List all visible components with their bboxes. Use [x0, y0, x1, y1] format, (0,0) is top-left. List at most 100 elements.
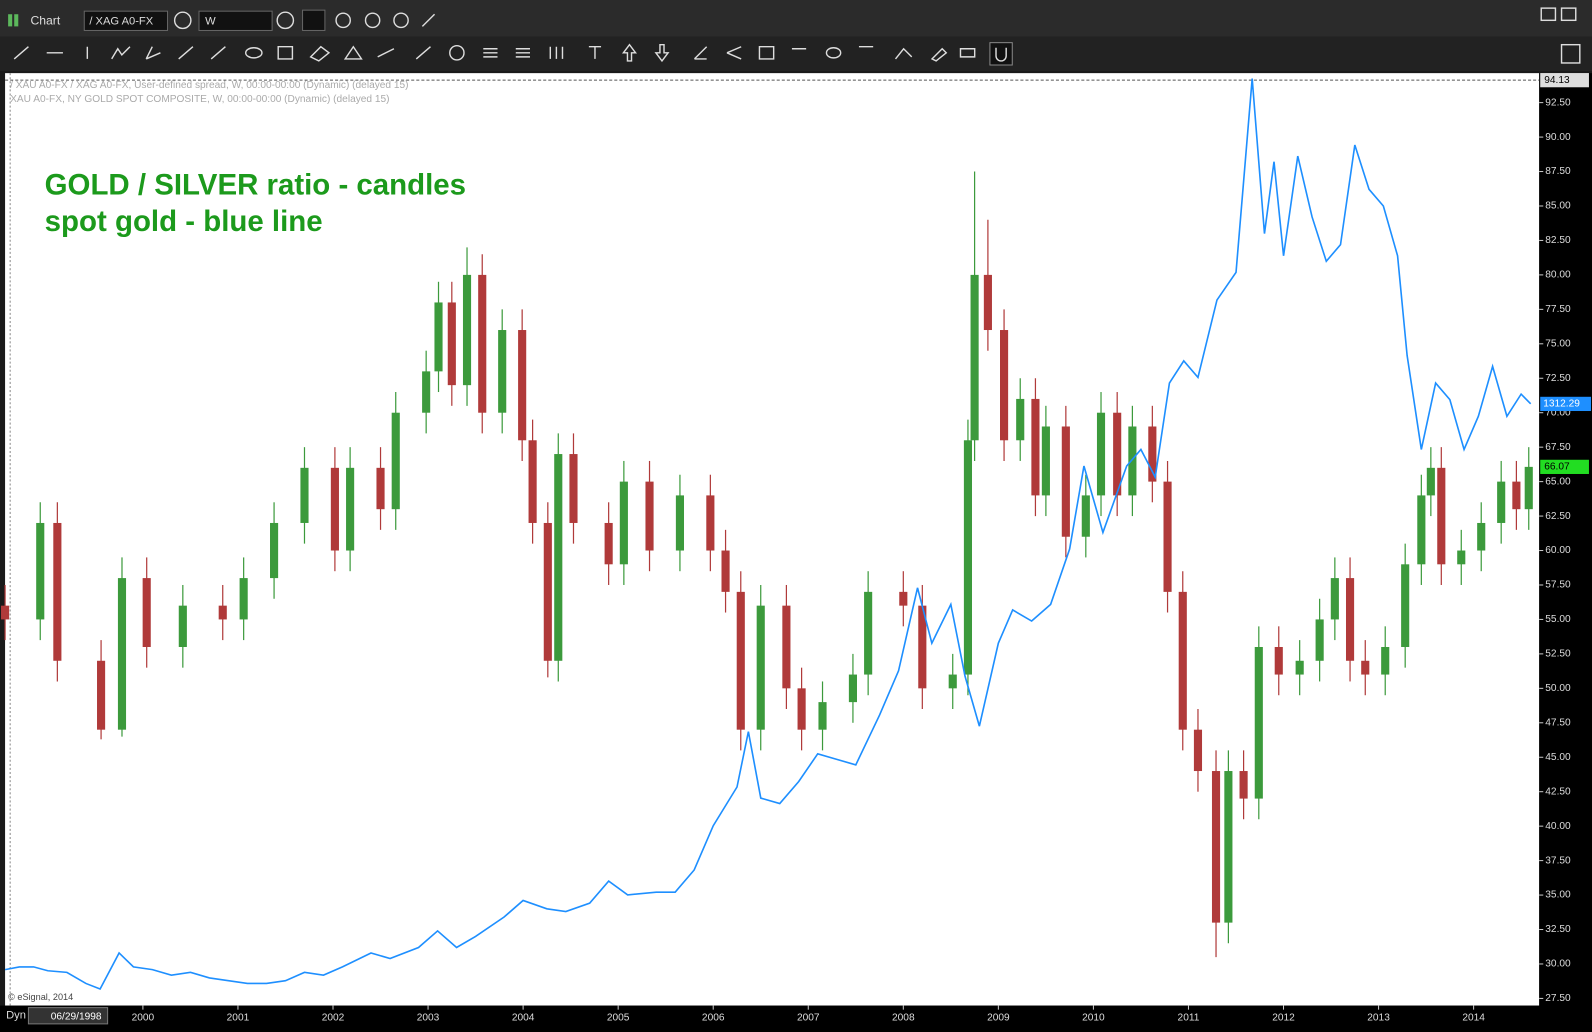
candle-body	[1239, 771, 1248, 799]
restore-button[interactable]	[1540, 7, 1557, 22]
candle-body	[478, 274, 487, 413]
x-tick-label: 2001	[227, 1012, 250, 1023]
x-tick-label: 2002	[322, 1012, 345, 1023]
candle-body	[1178, 591, 1187, 730]
candle-body	[554, 454, 563, 661]
x-tick-label: 2010	[1082, 1012, 1105, 1023]
candle-body	[899, 591, 908, 606]
play-icon[interactable]	[364, 12, 381, 29]
candle-body	[736, 591, 745, 730]
candle-body	[1128, 426, 1137, 496]
y-tick-label: 77.50	[1545, 304, 1571, 315]
candle-body	[1274, 646, 1283, 675]
last-price-label: 1312.29	[1543, 399, 1580, 410]
last-price-label: 66.07	[1544, 462, 1570, 473]
candle-body	[797, 688, 806, 730]
candle-body	[462, 274, 472, 386]
y-tick-label: 57.50	[1545, 580, 1571, 591]
x-tick-label: 2004	[512, 1012, 535, 1023]
refresh-icon[interactable]	[335, 12, 351, 29]
candle-body	[391, 412, 400, 510]
candle-body	[1254, 646, 1263, 799]
close-button[interactable]	[1560, 7, 1577, 22]
candle-body	[1061, 426, 1070, 537]
candle-body	[330, 467, 339, 551]
candle-body	[346, 467, 355, 551]
annotation: spot gold - blue line	[45, 205, 323, 238]
y-tick-label: 85.00	[1545, 201, 1571, 212]
last-price-badge	[1540, 459, 1589, 474]
candle-body	[142, 578, 151, 647]
y-tick-label: 92.50	[1545, 97, 1571, 108]
a-icon[interactable]	[393, 12, 409, 29]
candle-body	[1113, 412, 1122, 496]
candle-body	[270, 522, 279, 579]
candle-body	[1381, 646, 1390, 675]
start-date-box[interactable]	[27, 1007, 109, 1025]
candle-body	[1041, 426, 1050, 496]
candle-body	[376, 467, 385, 510]
candle-body	[1437, 467, 1446, 565]
candle-body	[619, 481, 628, 565]
footer-mode[interactable]: Dyn	[6, 1010, 26, 1022]
candle-body	[756, 605, 765, 730]
toolbar-icons	[13, 42, 1581, 66]
settings-icon[interactable]	[173, 11, 192, 30]
y-tick-label: 32.50	[1545, 924, 1571, 935]
candle-body	[447, 302, 456, 386]
expand-button[interactable]	[1560, 43, 1581, 64]
y-axis-band	[1539, 73, 1592, 1032]
candle-body	[948, 674, 957, 689]
pencil-button[interactable]	[302, 9, 326, 31]
candle-body	[1401, 564, 1410, 647]
copyright: © eSignal, 2014	[8, 992, 73, 1002]
symbol[interactable]: / XAG A0-FX	[89, 15, 153, 27]
legend-entry: XAU A0-FX, NY GOLD SPOT COMPOSITE, W, 00…	[10, 94, 389, 105]
candle-body	[1148, 426, 1157, 482]
y-tick-label: 55.00	[1545, 614, 1571, 625]
magnet-button[interactable]	[989, 42, 1013, 66]
candle-body	[117, 578, 127, 730]
candle-body	[1081, 495, 1090, 537]
symbol-box[interactable]	[83, 10, 169, 31]
candle-body	[569, 454, 578, 523]
last-price-badge	[1540, 396, 1591, 412]
plot-area	[5, 73, 1540, 1006]
clock-icon[interactable]	[276, 11, 295, 30]
y-tick-label: 35.00	[1545, 890, 1571, 901]
y-tick-label: 40.00	[1545, 821, 1571, 832]
candle-body	[239, 578, 248, 620]
candle-body	[864, 591, 873, 675]
y-tick-label: 50.00	[1545, 683, 1571, 694]
candle-body	[1330, 578, 1339, 620]
candle-body	[1211, 771, 1221, 923]
candle-body	[1096, 412, 1106, 496]
candle-body	[1315, 619, 1324, 661]
plot-layer	[1, 78, 1540, 991]
reference-label: 94.13	[1544, 75, 1570, 86]
interval-box[interactable]	[198, 10, 273, 31]
x-tick-label: 2008	[892, 1012, 915, 1023]
link-icon[interactable]	[421, 13, 436, 27]
candle-body	[645, 481, 654, 551]
chart-icon	[8, 14, 13, 27]
candle-body	[300, 467, 309, 523]
y-tick-label: 27.50	[1545, 993, 1571, 1004]
window-title: Chart	[30, 14, 60, 28]
y-tick-label: 80.00	[1545, 270, 1571, 281]
candle-body	[1224, 771, 1233, 923]
candle-body	[675, 495, 685, 551]
candle-body	[848, 674, 857, 703]
y-tick-label: 42.50	[1545, 786, 1571, 797]
candle-body	[498, 330, 507, 413]
start-date[interactable]: 06/29/1998	[51, 1011, 102, 1022]
y-tick-label: 72.50	[1545, 373, 1571, 384]
candle-body	[1457, 550, 1466, 565]
x-tick-label: 2009	[987, 1012, 1010, 1023]
annotation: GOLD / SILVER ratio - candles	[45, 169, 466, 202]
candle-body	[983, 274, 992, 331]
x-tick-label: 2013	[1367, 1012, 1390, 1023]
x-tick-label: 2007	[797, 1012, 820, 1023]
interval[interactable]: W	[205, 15, 216, 27]
